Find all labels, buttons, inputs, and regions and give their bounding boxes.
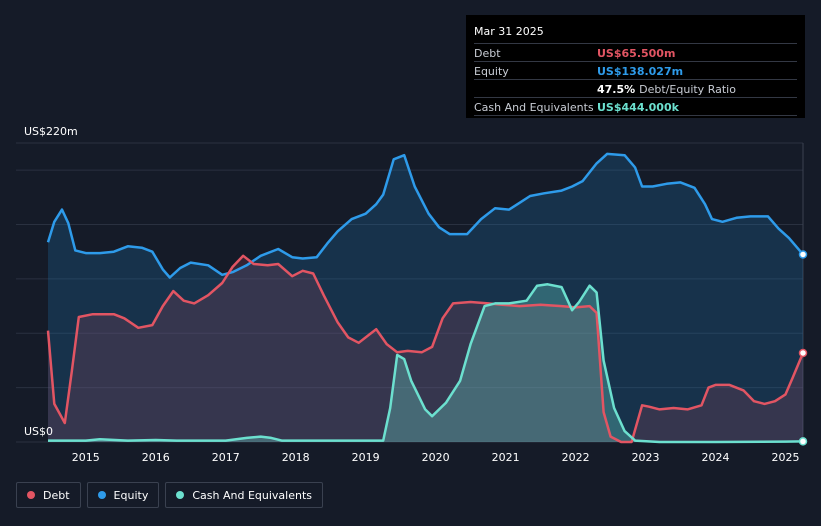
x-tick-label: 2015 [72, 451, 100, 464]
debt-area [48, 255, 803, 442]
tooltip-equity-value: US$138.027m [597, 64, 684, 78]
legend-label: Equity [113, 488, 149, 502]
debt-dot-icon [27, 491, 35, 499]
data-tooltip: Mar 31 2025 Debt US$65.500m Equity US$13… [466, 15, 805, 118]
tooltip-cash-value: US$444.000k [597, 100, 679, 114]
tooltip-date: Mar 31 2025 [474, 25, 544, 38]
debt-line [46, 254, 805, 444]
x-tick-label: 2019 [352, 451, 380, 464]
tooltip-ratio-suffix: Debt/Equity Ratio [639, 82, 736, 96]
tooltip-row-debt: Debt US$65.500m [474, 43, 797, 61]
x-tick-label: 2018 [282, 451, 310, 464]
equity-area [48, 153, 803, 442]
x-tick-label: 2020 [422, 451, 450, 464]
tooltip-ratio-value: 47.5% [597, 82, 636, 96]
x-tick-label: 2024 [702, 451, 730, 464]
series-areas [48, 153, 803, 442]
equity-dot-icon [97, 491, 106, 499]
tooltip-row-ratio: 47.5% Debt/Equity Ratio [474, 79, 797, 97]
legend-label: Cash And Equivalents [192, 488, 312, 502]
x-tick-label: 2016 [142, 451, 170, 464]
x-tick-label: 2023 [632, 451, 660, 464]
x-axis-ticks: 2015 2016 2017 2018 2019 2020 2021 2022 2023 2024… [72, 451, 800, 464]
legend-label: Debt [43, 488, 70, 502]
equity-line [46, 152, 804, 279]
debt-end-point [798, 348, 808, 358]
chart-legend: Debt Equity Cash And Equivalents [16, 482, 323, 508]
legend-item-equity[interactable]: Equity [86, 482, 160, 508]
x-tick-label: 2017 [212, 451, 240, 464]
cash-dot-icon [176, 491, 185, 499]
cash-and-equivalents-line [48, 283, 804, 444]
tooltip-label: Cash And Equivalents [474, 100, 594, 114]
tooltip-row-cash: Cash And Equivalents US$444.000k [474, 97, 797, 116]
series-lines [46, 152, 808, 446]
tooltip-debt-value: US$65.500m [597, 46, 676, 60]
tooltip-row-equity: Equity US$138.027m [474, 61, 797, 79]
legend-item-debt[interactable]: Debt [16, 482, 81, 508]
y-axis-bottom-label: US$0 [24, 425, 53, 438]
equity-end-point [798, 250, 808, 259]
x-tick-label: 2022 [562, 451, 590, 464]
tooltip-label: Equity [474, 64, 509, 78]
tooltip-label: Debt [474, 46, 501, 60]
legend-item-cash[interactable]: Cash And Equivalents [165, 482, 323, 508]
y-axis-top-label: US$220m [24, 125, 78, 138]
x-tick-label: 2025 [772, 451, 800, 464]
x-tick-label: 2021 [492, 451, 520, 464]
cash-and-equivalents-end-point [798, 437, 808, 446]
